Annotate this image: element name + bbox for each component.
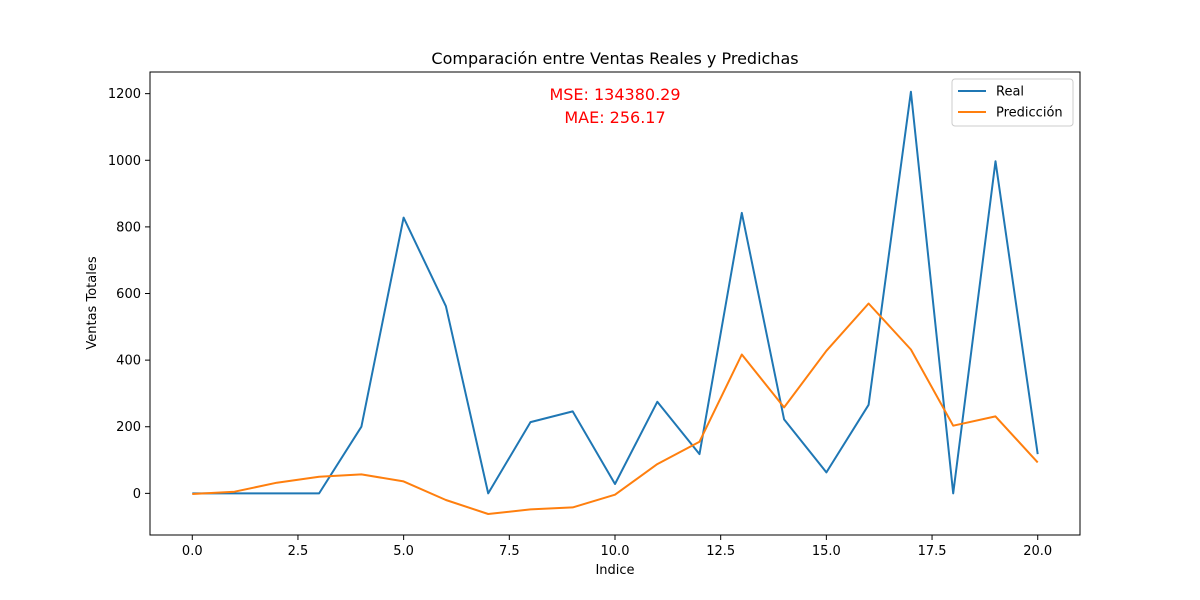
x-tick-label: 15.0 (812, 544, 841, 559)
mae-annotation: MAE: 256.17 (564, 108, 665, 127)
mse-annotation: MSE: 134380.29 (549, 85, 680, 104)
x-tick-label: 10.0 (601, 544, 630, 559)
x-tick-label: 5.0 (393, 544, 414, 559)
legend: Real Predicción (951, 78, 1074, 127)
y-tick-label: 400 (116, 354, 141, 369)
x-tick-label: 17.5 (918, 544, 947, 559)
series-line-1 (192, 90, 1039, 495)
y-axis-label: Ventas Totales (85, 256, 100, 349)
x-tick-label: 2.5 (288, 544, 309, 559)
series-lines (192, 90, 1039, 515)
x-tick-label: 7.5 (499, 544, 520, 559)
y-tick-label: 800 (116, 220, 141, 235)
axes: 0.0 2.5 5.0 7.5 10.0 12.5 15.0 17.5 20.0 0 200 400 6… (108, 71, 1081, 559)
chart-title: Comparación entre Ventas Reales y Predic… (431, 49, 798, 68)
x-tick-label: 0.0 (182, 544, 203, 559)
y-tick-label: 200 (116, 420, 141, 435)
x-tick-label: 20.0 (1023, 544, 1052, 559)
y-tick-label: 0 (133, 487, 141, 502)
x-tick-label: 12.5 (706, 544, 735, 559)
y-tick-label: 1200 (108, 87, 141, 102)
legend-label-2: Predicción (996, 106, 1063, 121)
legend-label-1: Real (996, 85, 1024, 100)
y-tick-label: 600 (116, 287, 141, 302)
x-axis-label: Indice (595, 563, 634, 578)
series-line-2 (192, 302, 1039, 515)
y-tick-label: 1000 (108, 154, 141, 169)
